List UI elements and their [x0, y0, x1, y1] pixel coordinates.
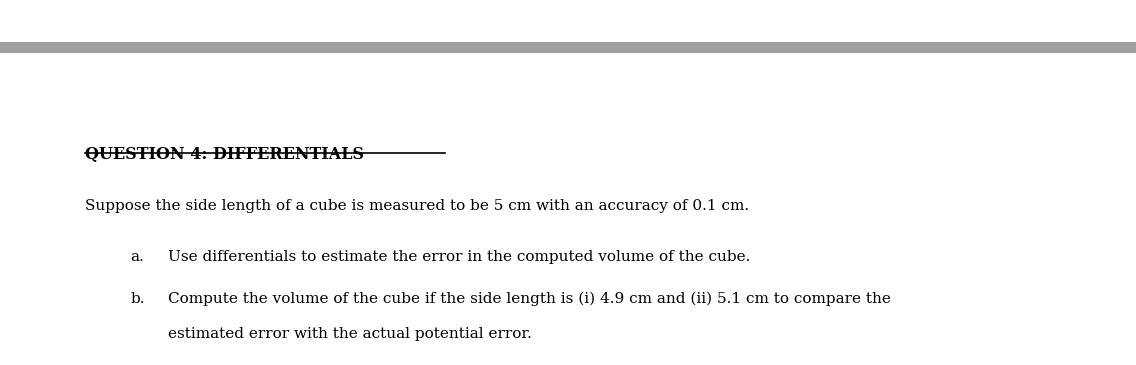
Text: Use differentials to estimate the error in the computed volume of the cube.: Use differentials to estimate the error …	[168, 250, 751, 264]
Text: estimated error with the actual potential error.: estimated error with the actual potentia…	[168, 327, 532, 341]
Bar	[0, 42, 1136, 53]
Text: a.: a.	[131, 250, 144, 264]
Text: b.: b.	[131, 292, 145, 306]
Text: Compute the volume of the cube if the side length is (i) 4.9 cm and (ii) 5.1 cm : Compute the volume of the cube if the si…	[168, 292, 891, 306]
Text: QUESTION 4: DIFFERENTIALS: QUESTION 4: DIFFERENTIALS	[85, 146, 365, 163]
Text: Suppose the side length of a cube is measured to be 5 cm with an accuracy of 0.1: Suppose the side length of a cube is mea…	[85, 199, 750, 213]
